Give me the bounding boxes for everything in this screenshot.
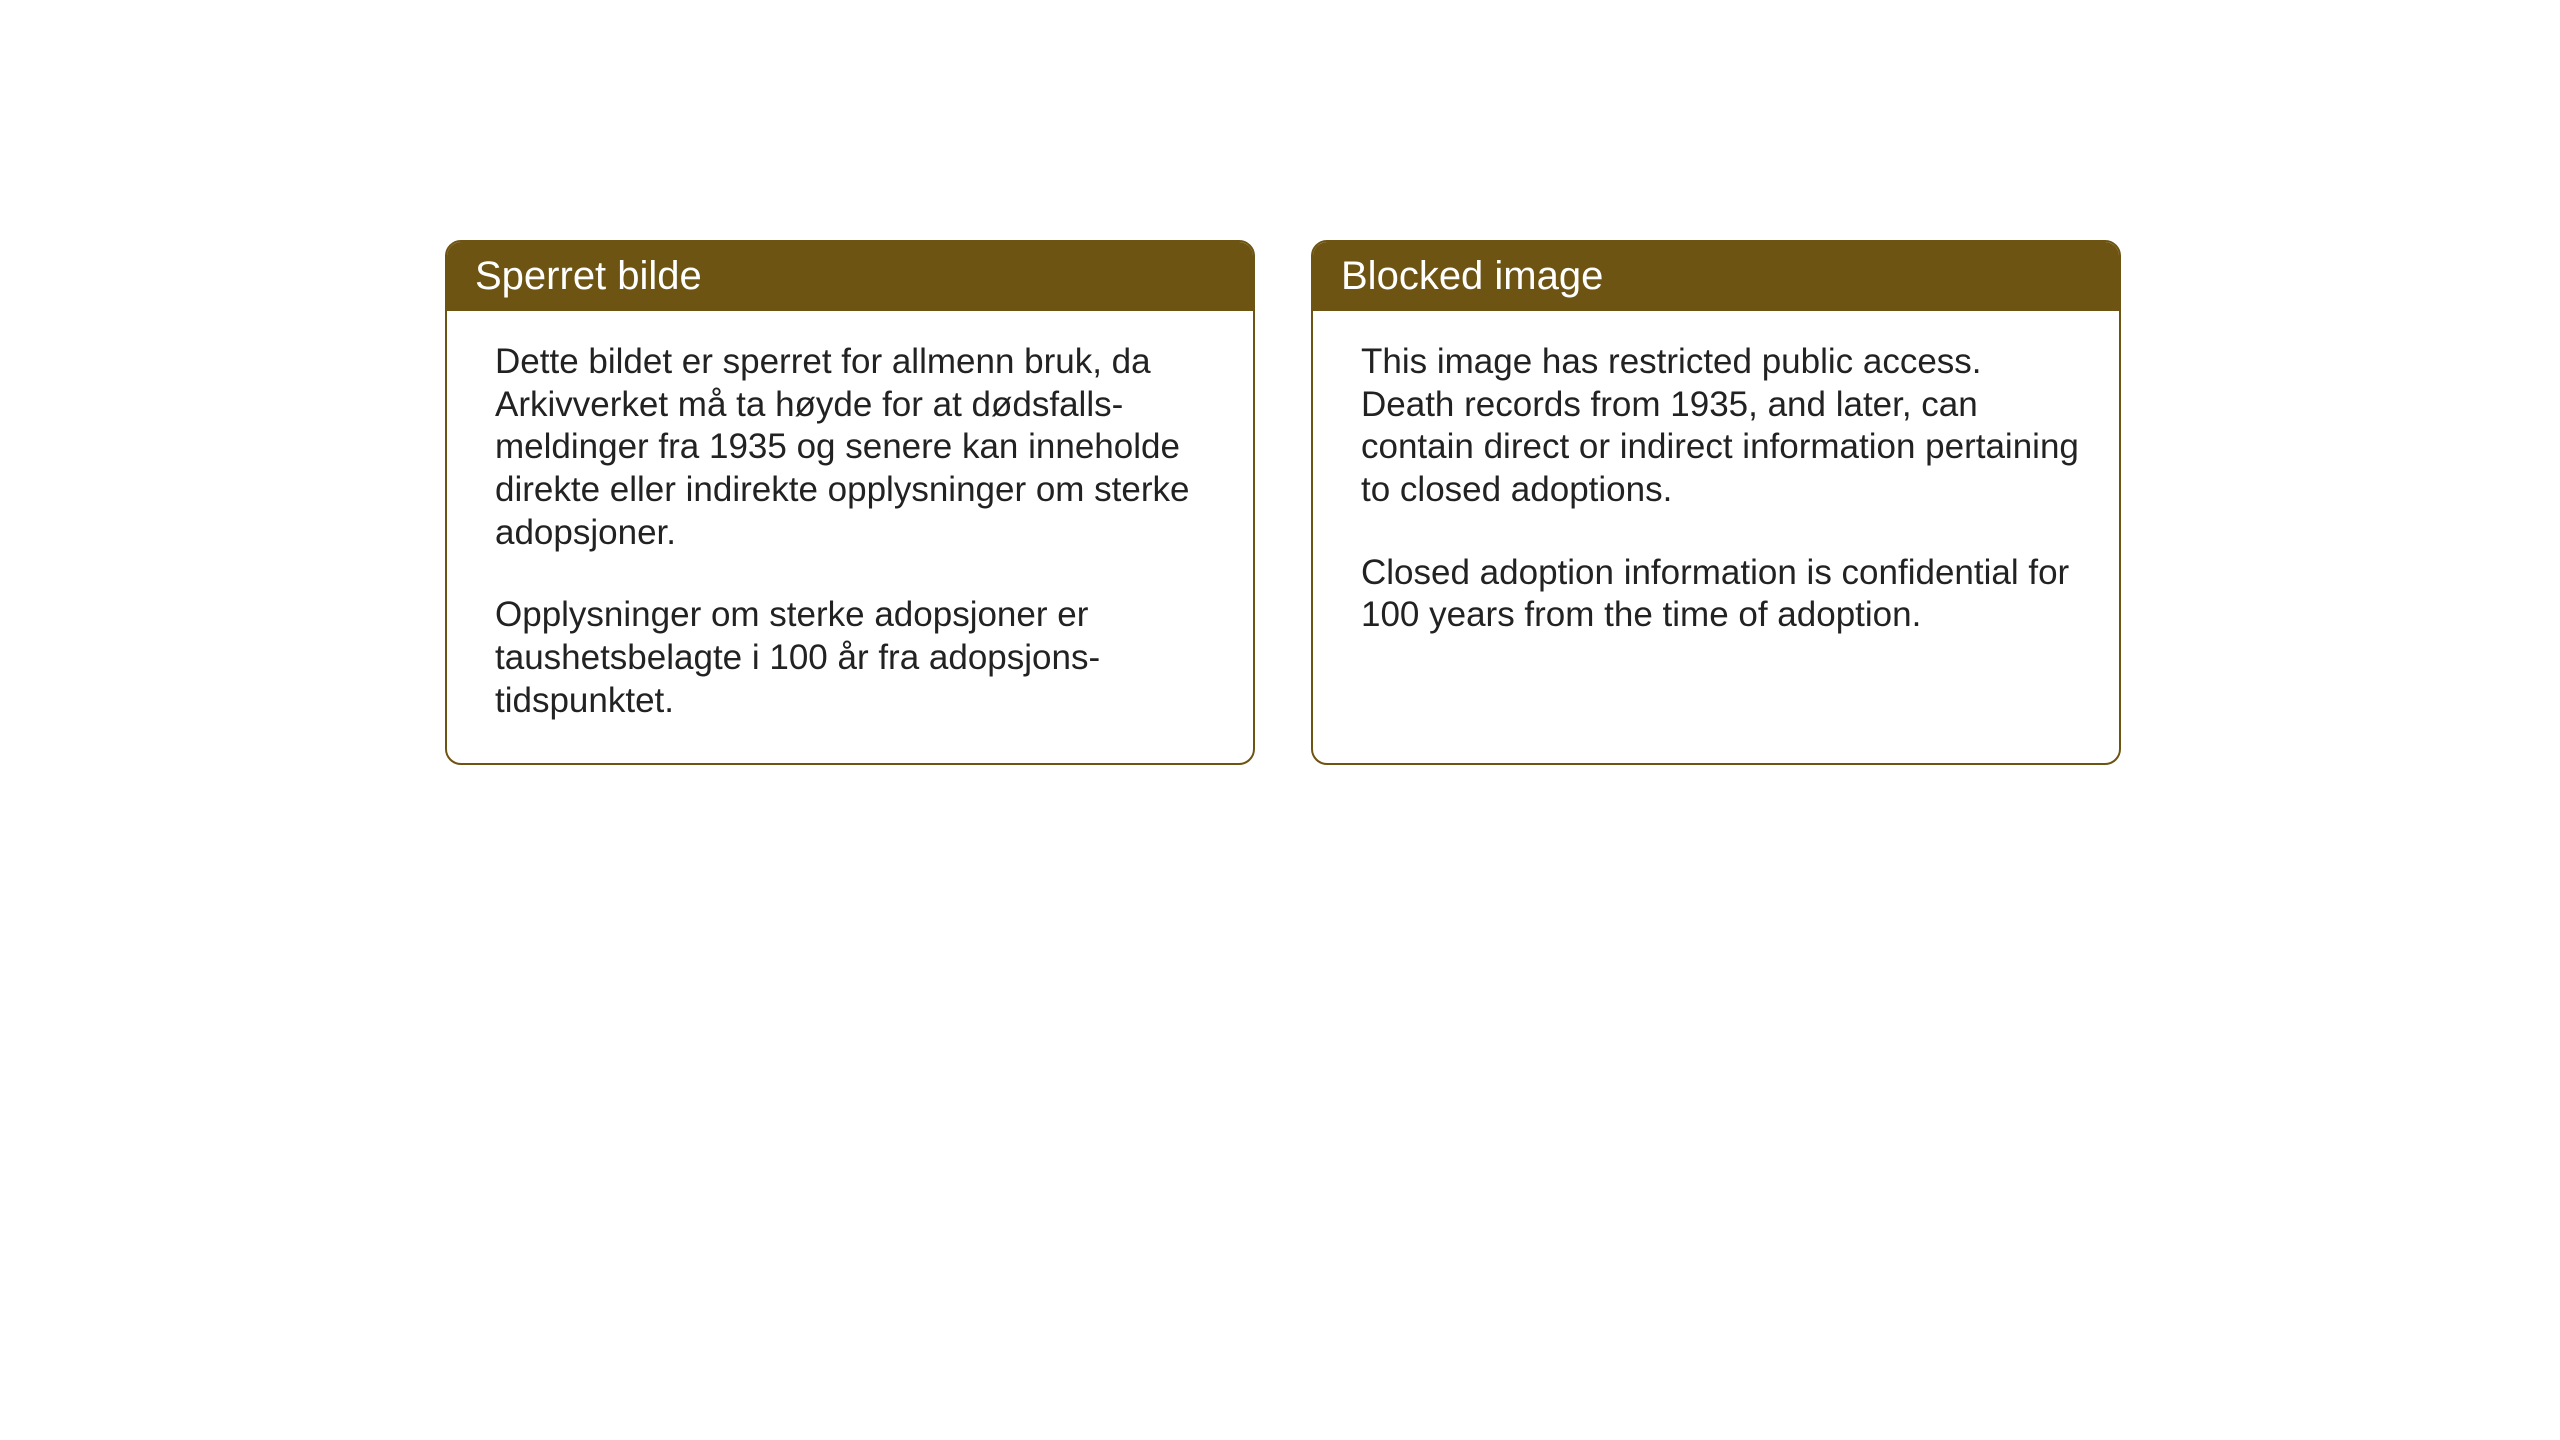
notice-card-norwegian: Sperret bilde Dette bildet er sperret fo… [445,240,1255,765]
notice-paragraph: Dette bildet er sperret for allmenn bruk… [495,341,1213,554]
notice-paragraph: Opplysninger om sterke adopsjoner er tau… [495,594,1213,722]
notice-card-english: Blocked image This image has restricted … [1311,240,2121,765]
notice-container: Sperret bilde Dette bildet er sperret fo… [445,240,2121,765]
notice-header-norwegian: Sperret bilde [447,242,1253,311]
notice-body-english: This image has restricted public access.… [1313,311,2119,677]
notice-paragraph: Closed adoption information is confident… [1361,552,2079,637]
notice-paragraph: This image has restricted public access.… [1361,341,2079,512]
notice-header-english: Blocked image [1313,242,2119,311]
notice-body-norwegian: Dette bildet er sperret for allmenn bruk… [447,311,1253,763]
